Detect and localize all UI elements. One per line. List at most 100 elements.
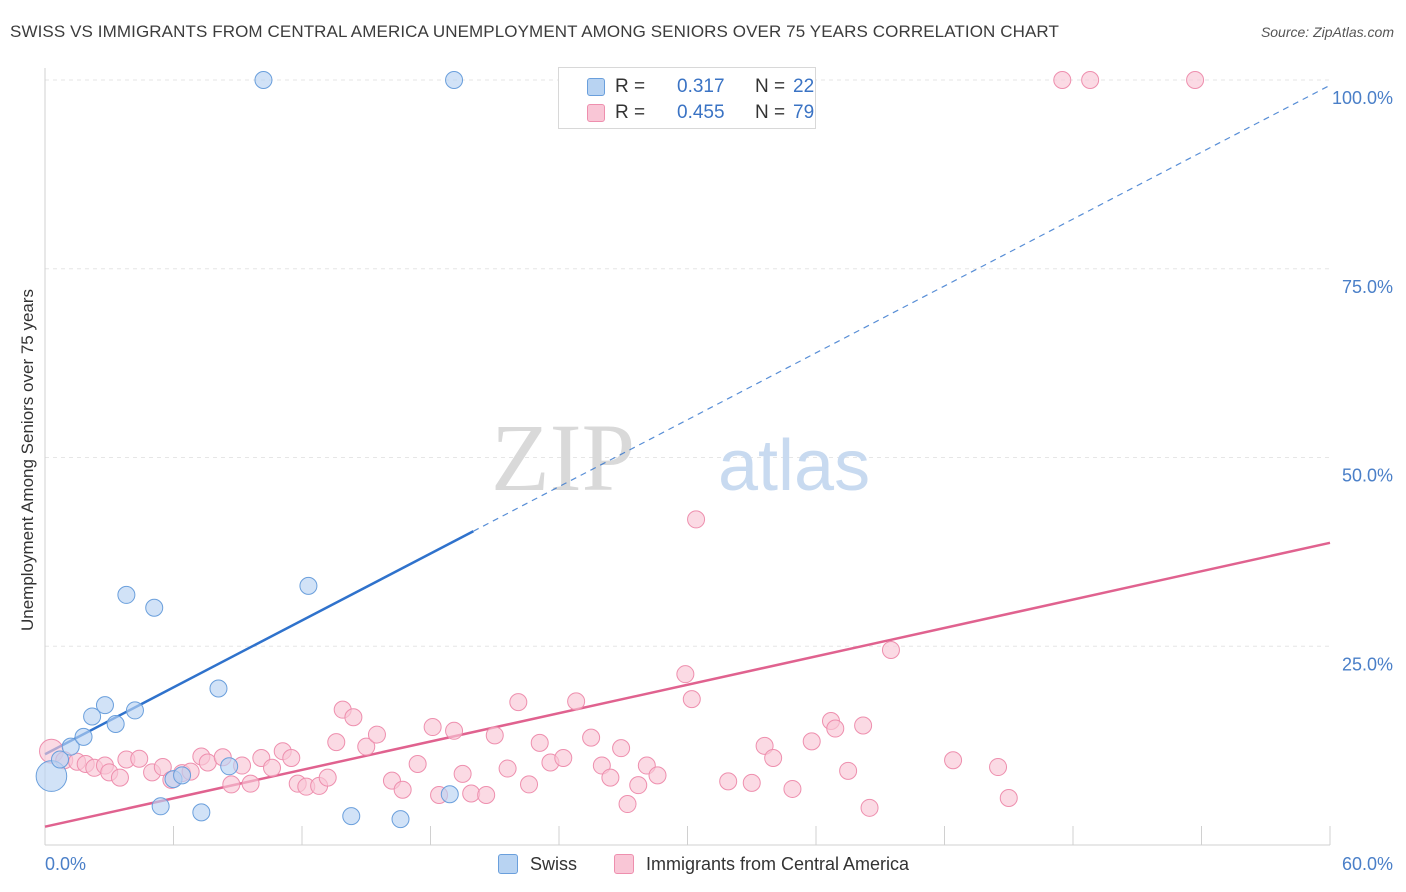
- data-point-immigrants: [944, 751, 963, 770]
- data-point-swiss: [299, 576, 318, 595]
- data-point-immigrants: [477, 785, 496, 804]
- data-point-immigrants: [318, 768, 337, 787]
- data-point-immigrants: [802, 732, 821, 751]
- data-point-immigrants: [567, 692, 586, 711]
- data-point-immigrants: [839, 761, 858, 780]
- data-point-immigrants: [612, 739, 631, 758]
- tick-labels: 25.0% 50.0% 75.0% 100.0% 0.0% 60.0%: [45, 88, 1393, 874]
- data-point-immigrants: [1053, 71, 1072, 89]
- data-point-immigrants: [282, 748, 301, 767]
- data-point-immigrants: [629, 776, 648, 795]
- chart-title: SWISS VS IMMIGRANTS FROM CENTRAL AMERICA…: [10, 22, 1059, 41]
- data-point-swiss: [209, 679, 228, 698]
- data-point-immigrants: [509, 693, 528, 712]
- data-point-immigrants: [618, 795, 637, 814]
- y-tick-label: 100.0%: [1332, 88, 1393, 108]
- data-point-swiss: [220, 757, 239, 776]
- data-point-swiss: [342, 807, 361, 826]
- data-point-immigrants: [130, 749, 149, 768]
- data-point-swiss: [125, 701, 144, 720]
- trend-line-swiss-extension: [473, 84, 1331, 532]
- series-swatch-swiss: [498, 854, 518, 874]
- data-point-immigrants: [327, 733, 346, 752]
- y-tick-label: 75.0%: [1342, 277, 1393, 297]
- legend-row-immigrants: R = 0.455 N = 79: [587, 102, 871, 124]
- stats-legend: R = 0.317 N = 22 R = 0.455 N = 79: [558, 67, 816, 129]
- data-point-immigrants: [881, 641, 900, 660]
- data-point-immigrants: [554, 748, 573, 767]
- data-point-immigrants: [676, 665, 695, 684]
- series-swatch-immigrants: [614, 854, 634, 874]
- data-point-immigrants: [198, 753, 217, 772]
- watermark-zip: ZIP: [491, 404, 635, 511]
- data-point-immigrants: [445, 721, 464, 740]
- data-point-immigrants: [498, 759, 517, 778]
- data-point-immigrants: [344, 708, 363, 727]
- data-point-immigrants: [453, 764, 472, 783]
- series-legend-swiss: Swiss: [498, 852, 577, 876]
- legend-n-label: N =: [755, 102, 786, 123]
- data-point-immigrants: [826, 719, 845, 738]
- data-point-immigrants: [485, 726, 504, 745]
- data-point-immigrants: [989, 758, 1008, 777]
- data-point-immigrants: [222, 775, 241, 794]
- legend-swatch-immigrants: [587, 104, 605, 122]
- legend-row-swiss: R = 0.317 N = 22: [587, 76, 871, 98]
- data-point-immigrants: [764, 748, 783, 767]
- data-point-swiss: [50, 750, 69, 769]
- data-point-immigrants: [854, 716, 873, 735]
- series-name-immigrants: Immigrants from Central America: [646, 853, 910, 874]
- data-point-immigrants: [520, 775, 539, 794]
- x-tick-label: 60.0%: [1342, 854, 1393, 874]
- data-point-immigrants: [357, 737, 376, 756]
- data-point-immigrants: [153, 758, 172, 777]
- legend-n-value: 79: [793, 102, 815, 123]
- data-point-immigrants: [648, 766, 667, 785]
- legend-n-label: N =: [755, 76, 786, 97]
- data-point-swiss: [61, 737, 80, 756]
- data-point-swiss: [445, 71, 464, 89]
- series-name-swiss: Swiss: [530, 853, 578, 874]
- x-tick-label: 0.0%: [45, 854, 86, 874]
- legend-n-value: 22: [793, 76, 815, 97]
- data-point-immigrants: [263, 758, 282, 777]
- y-tick-label: 25.0%: [1342, 654, 1393, 674]
- data-point-immigrants: [783, 779, 802, 798]
- data-point-immigrants: [860, 798, 879, 817]
- data-point-immigrants: [408, 755, 427, 774]
- y-tick-label: 50.0%: [1342, 466, 1393, 486]
- data-point-swiss: [106, 715, 125, 734]
- axes-layer: [44, 68, 1331, 846]
- data-point-swiss: [83, 707, 102, 726]
- data-point-swiss: [440, 785, 459, 804]
- data-point-swiss: [95, 696, 114, 715]
- series-legend-immigrants: Immigrants from Central America: [614, 852, 909, 876]
- trend-line-immigrants: [44, 541, 1331, 828]
- data-point-swiss: [117, 585, 136, 604]
- data-point-immigrants: [1081, 71, 1100, 89]
- data-point-immigrants: [241, 774, 260, 793]
- trend-layer: [44, 84, 1331, 828]
- data-point-immigrants: [423, 718, 442, 737]
- data-point-immigrants: [682, 690, 701, 709]
- data-point-swiss: [192, 803, 211, 822]
- watermark-atlas: atlas: [718, 426, 870, 506]
- data-point-swiss: [151, 797, 170, 816]
- data-point-immigrants: [582, 728, 601, 747]
- legend-swatch-swiss: [587, 78, 605, 96]
- legend-r-value: 0.317: [677, 76, 725, 97]
- watermark: ZIP atlas: [491, 404, 870, 511]
- data-point-immigrants: [719, 772, 738, 791]
- data-point-swiss: [254, 71, 273, 89]
- chart-source: Source: ZipAtlas.com: [1260, 24, 1394, 40]
- data-point-immigrants: [601, 768, 620, 787]
- data-point-swiss: [74, 727, 93, 746]
- data-point-swiss: [173, 766, 192, 785]
- legend-r-label: R =: [615, 102, 646, 123]
- data-point-immigrants: [1186, 71, 1205, 89]
- data-point-immigrants: [393, 780, 412, 799]
- data-point-immigrants: [999, 789, 1018, 808]
- legend-r-value: 0.455: [677, 102, 725, 123]
- data-point-immigrants: [687, 510, 706, 529]
